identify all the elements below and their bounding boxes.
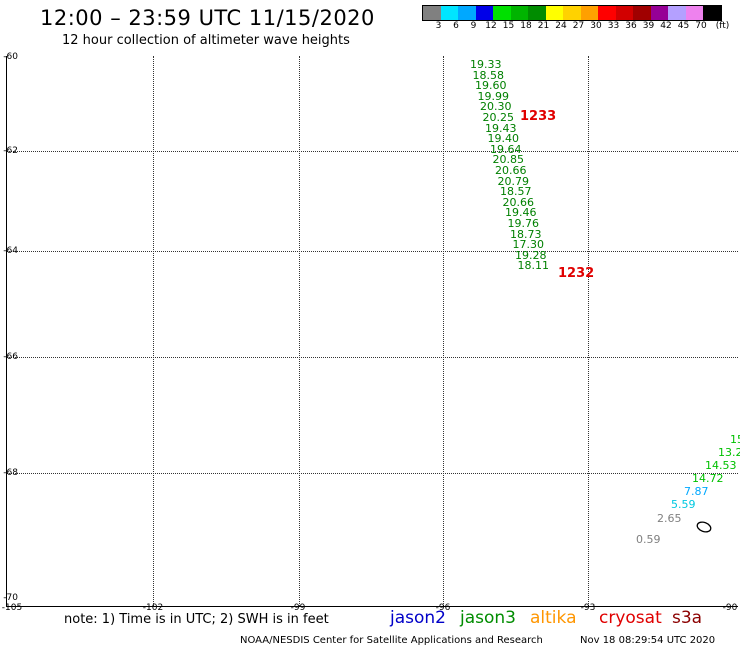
colorbar-label: 33 xyxy=(607,21,620,31)
x-tick-label: -93 xyxy=(580,603,596,613)
colorbar-label: 36 xyxy=(625,21,637,31)
colorbar-swatch xyxy=(563,6,581,20)
colorbar-swatch xyxy=(493,6,511,20)
colorbar-swatch xyxy=(458,6,476,20)
wave-height-value: 20.66 xyxy=(495,164,527,177)
wave-height-value: 17.30 xyxy=(512,238,545,252)
y-tick-label: -62 xyxy=(3,146,18,156)
page-title: 12:00 – 23:59 UTC 11/15/2020 xyxy=(40,6,375,30)
pass-number-label: 1233 xyxy=(520,109,557,124)
wave-height-value: 19.99 xyxy=(477,89,510,103)
wave-height-value: 19.43 xyxy=(485,121,517,135)
wave-height-value: 13.2 xyxy=(718,446,740,459)
wave-height-value: 14.72 xyxy=(692,472,724,485)
colorbar-label: 39 xyxy=(642,21,655,31)
wave-height-value: 18.58 xyxy=(472,68,505,82)
colorbar-swatch xyxy=(650,6,668,20)
wave-height-value: 2.65 xyxy=(657,512,682,525)
colorbar-label: 24 xyxy=(555,21,567,31)
colorbar-swatch xyxy=(545,6,563,20)
grid-line-lon-93 xyxy=(588,56,589,606)
colorbar-label: 21 xyxy=(537,21,550,31)
y-tick-label: -68 xyxy=(3,468,18,478)
colorbar-swatch xyxy=(580,6,598,20)
x-tick-label: -105 xyxy=(1,603,23,613)
wave-height-value: 20.85 xyxy=(492,153,525,167)
wave-height-value: 0.59 xyxy=(636,533,661,546)
wave-height-colorbar xyxy=(422,5,722,21)
island-outline xyxy=(696,521,712,533)
grid-line-lon-102 xyxy=(153,56,154,606)
x-tick-label: -99 xyxy=(290,603,306,613)
colorbar-label: 42 xyxy=(660,21,672,31)
x-tick-label: -102 xyxy=(142,603,164,613)
colorbar-swatch xyxy=(475,6,493,20)
map-plot-area xyxy=(6,56,738,607)
y-tick-label: -66 xyxy=(3,352,18,362)
colorbar-label: 9 xyxy=(470,21,477,31)
wave-height-value: 19.76 xyxy=(507,217,540,230)
colorbar-label: 6 xyxy=(453,21,459,31)
colorbar-swatch xyxy=(528,6,546,20)
colorbar-swatch xyxy=(510,6,528,20)
legend-entry-cryosat: cryosat xyxy=(599,608,662,628)
colorbar-swatch xyxy=(633,6,651,20)
wave-height-value: 19.33 xyxy=(470,58,502,71)
colorbar-label: 15 xyxy=(502,21,515,31)
colorbar-label: 3 xyxy=(435,21,442,31)
colorbar-label: 70 xyxy=(695,21,707,31)
wave-height-value: 19.60 xyxy=(475,79,507,93)
page-subtitle: 12 hour collection of altimeter wave hei… xyxy=(62,33,350,48)
pass-number-label: 1232 xyxy=(558,266,595,281)
legend-entry-altika: altika xyxy=(530,608,577,628)
footer-credit: NOAA/NESDIS Center for Satellite Applica… xyxy=(240,635,543,646)
wave-height-value: 18.73 xyxy=(510,227,542,241)
colorbar-label: 12 xyxy=(485,21,497,31)
grid-line-lon-99 xyxy=(299,56,300,606)
grid-line-lat-62 xyxy=(7,151,738,152)
legend-entry-s3a: s3a xyxy=(672,608,703,628)
wave-height-value: 5.59 xyxy=(671,498,696,511)
grid-line-lat-68 xyxy=(7,473,738,474)
legend-entry-jason2: jason2 xyxy=(390,608,446,628)
colorbar-swatch xyxy=(598,6,616,20)
colorbar-label: 45 xyxy=(677,21,690,31)
grid-line-lat-66 xyxy=(7,357,738,358)
wave-height-value: 7.87 xyxy=(684,485,709,498)
legend-entry-jason3: jason3 xyxy=(460,608,516,628)
colorbar-swatch xyxy=(423,6,441,20)
wave-height-value: 19.46 xyxy=(505,206,537,220)
grid-line-lat-64 xyxy=(7,251,738,252)
colorbar-swatch xyxy=(703,6,721,20)
wave-height-value: 20.30 xyxy=(480,100,512,114)
colorbar-swatch xyxy=(440,6,458,20)
wave-height-value: 15 xyxy=(730,433,740,446)
colorbar-label: 30 xyxy=(590,21,602,31)
x-tick-label: -96 xyxy=(435,603,451,613)
colorbar-swatch xyxy=(685,6,703,20)
y-tick-label: -70 xyxy=(3,593,18,603)
wave-height-value: 19.40 xyxy=(487,132,520,146)
wave-height-value: 19.28 xyxy=(515,248,547,262)
grid-line-lon-96 xyxy=(443,56,444,606)
footer-timestamp: Nov 18 08:29:54 UTC 2020 xyxy=(580,635,716,646)
wave-height-value: 20.25 xyxy=(482,111,515,124)
x-tick-label: -90 xyxy=(722,603,738,613)
colorbar-swatch xyxy=(615,6,633,20)
y-tick-label: -64 xyxy=(3,246,18,256)
wave-height-value: 19.64 xyxy=(490,142,522,156)
y-tick-label: -60 xyxy=(3,52,18,62)
colorbar-label: 27 xyxy=(572,21,585,31)
wave-height-value: 20.79 xyxy=(497,174,530,188)
wave-height-value: 14.53 xyxy=(705,459,737,472)
wave-height-value: 18.11 xyxy=(517,259,550,273)
colorbar-swatch xyxy=(668,6,686,20)
colorbar-label: 18 xyxy=(520,21,532,31)
units-note: note: 1) Time is in UTC; 2) SWH is in fe… xyxy=(64,612,329,627)
colorbar-label: (ft) xyxy=(715,21,730,31)
wave-height-value: 20.66 xyxy=(502,195,535,209)
wave-height-value: 18.57 xyxy=(500,185,532,199)
